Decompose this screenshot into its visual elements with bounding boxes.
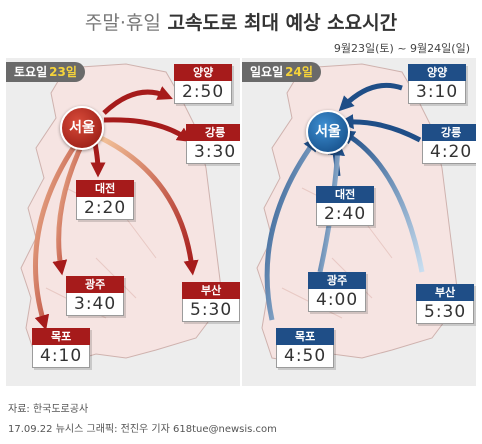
city-daejeon-saturday: 대전 2:20 — [76, 180, 135, 220]
route-mokpo — [264, 135, 319, 321]
travel-time: 4:00 — [316, 290, 359, 310]
saturday-panel: 토요일 23일 서울 양양 2:50 강릉 3:30 대전 2:20 광주 3:4… — [6, 58, 240, 386]
city-name: 부산 — [416, 284, 475, 301]
city-gwangju-saturday: 광주 3:40 — [66, 276, 125, 316]
travel-time: 3:40 — [74, 294, 117, 314]
day-badge-sunday: 일요일 24일 — [242, 62, 321, 82]
day-number: 23일 — [49, 65, 77, 79]
city-daejeon-sunday: 대전 2:40 — [316, 186, 375, 226]
travel-time: 4:50 — [284, 346, 327, 366]
city-name: 광주 — [66, 276, 125, 293]
route-busan — [99, 135, 199, 276]
day-number: 24일 — [285, 65, 313, 79]
route-gwangju — [52, 138, 87, 276]
day-badge-saturday: 토요일 23일 — [6, 62, 85, 82]
travel-time: 2:20 — [84, 198, 127, 218]
travel-time: 2:40 — [324, 204, 367, 224]
city-name: 목포 — [32, 328, 91, 345]
city-name: 양양 — [174, 64, 233, 81]
sunday-panel: 일요일 24일 서울 양양 3:10 강릉 4:20 대전 2:40 광주 4:0… — [242, 58, 476, 386]
city-name: 목포 — [276, 328, 335, 345]
travel-time: 2:50 — [182, 82, 225, 102]
city-busan-sunday: 부산 5:30 — [416, 284, 475, 324]
city-name: 강릉 — [186, 124, 240, 141]
route-gangneung — [338, 114, 422, 143]
city-gangneung-sunday: 강릉 4:20 — [422, 124, 476, 164]
city-yangyang-saturday: 양양 2:50 — [174, 64, 233, 104]
route-gangneung — [103, 117, 193, 143]
title-main: 고속도로 최대 예상 소요시간 — [167, 12, 398, 34]
city-name: 양양 — [408, 64, 467, 81]
travel-time: 4:20 — [430, 142, 473, 162]
city-name: 부산 — [182, 282, 240, 299]
city-mokpo-saturday: 목포 4:10 — [32, 328, 91, 368]
day-label: 토요일 — [14, 65, 48, 79]
route-yangyang — [338, 82, 403, 112]
travel-time: 4:10 — [40, 346, 83, 366]
travel-time: 5:30 — [424, 302, 467, 322]
route-mokpo — [33, 136, 83, 331]
credit-note: 17.09.22 뉴시스 그래픽: 전진우 기자 618tue@newsis.c… — [8, 424, 277, 435]
hub-seoul-sunday: 서울 — [306, 110, 350, 154]
city-gangneung-saturday: 강릉 3:30 — [186, 124, 240, 164]
route-busan — [339, 130, 425, 273]
city-mokpo-sunday: 목포 4:50 — [276, 328, 335, 368]
title: 주말·휴일 고속도로 최대 예상 소요시간 — [0, 8, 482, 35]
city-name: 강릉 — [422, 124, 476, 141]
day-label: 일요일 — [250, 65, 284, 79]
hub-seoul-saturday: 서울 — [60, 106, 104, 150]
city-gwangju-sunday: 광주 4:00 — [308, 272, 367, 312]
route-yangyang — [102, 86, 173, 115]
title-prefix: 주말·휴일 — [84, 12, 161, 34]
city-busan-saturday: 부산 5:30 — [182, 282, 240, 322]
city-yangyang-sunday: 양양 3:10 — [408, 64, 467, 104]
source-note: 자료: 한국도로공사 — [8, 404, 89, 415]
travel-time: 3:10 — [416, 82, 459, 102]
date-range: 9월23일(토) ~ 9월24일(일) — [333, 42, 470, 55]
travel-time: 5:30 — [190, 300, 233, 320]
city-name: 광주 — [308, 272, 367, 289]
travel-time: 3:30 — [194, 142, 237, 162]
city-name: 대전 — [316, 186, 375, 203]
city-name: 대전 — [76, 180, 135, 197]
